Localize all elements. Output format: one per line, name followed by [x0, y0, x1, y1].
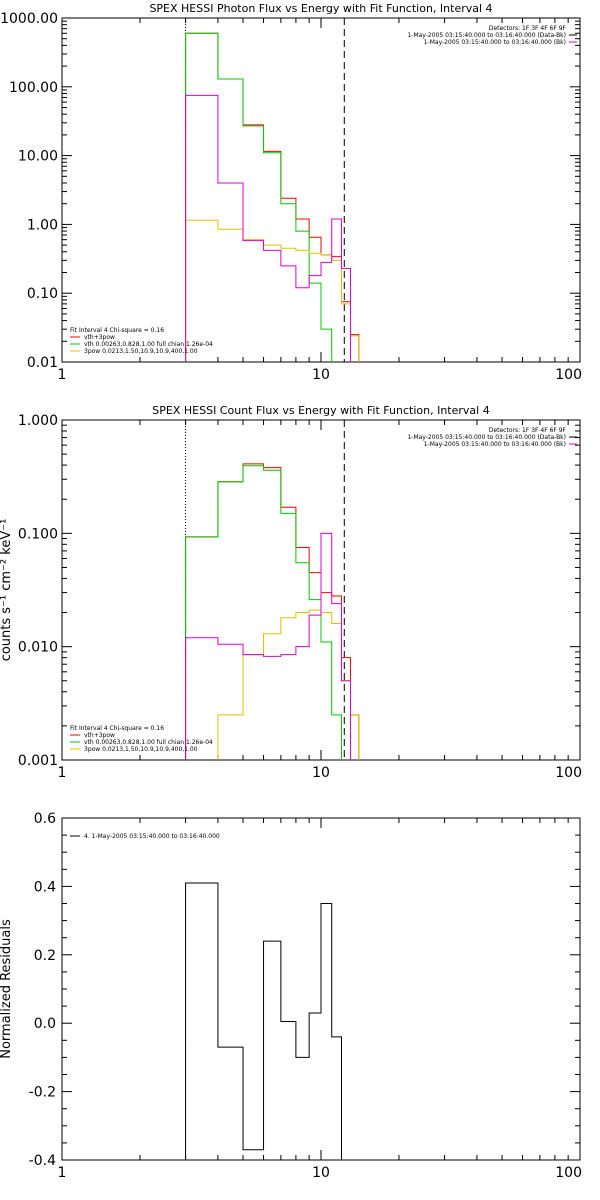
y-tick-label: -0.2 [29, 1085, 56, 1101]
y-tick-label: 0.6 [34, 811, 56, 827]
y-tick-label: 1.000 [18, 413, 58, 429]
fit-legend-entry: vth+3pow [84, 334, 115, 341]
residual-legend-entry: 4. 1-May-2005 03:15:40.000 to 03:16:40.0… [84, 833, 220, 840]
y-axis-label: Normalized Residuals [0, 919, 14, 1059]
chart-title: SPEX HESSI Count Flux vs Energy with Fit… [152, 404, 489, 417]
y-tick-label: 0.2 [34, 948, 56, 964]
y-tick-label: 100.00 [9, 80, 58, 96]
y-tick-label: 0.01 [27, 355, 58, 371]
series-bkg-line [185, 94, 360, 362]
y-tick-label: 0.100 [18, 526, 58, 542]
legend-right-entry: 1-May-2005 03:15:40.000 to 03:16:40.000 … [424, 39, 566, 46]
chart-title: SPEX HESSI Photon Flux vs Energy with Fi… [149, 2, 492, 15]
y-tick-label: 1.00 [27, 217, 58, 233]
x-tick-label: 10 [312, 765, 330, 781]
series-group [185, 882, 343, 1160]
x-tick-label: 100 [555, 765, 582, 781]
y-tick-label: 0.0 [34, 1016, 56, 1032]
series-spow-line [185, 219, 360, 362]
fit-legend-entry: 3pow 0.0213,1.50,10.9,10.9,400,1.00 [84, 348, 198, 355]
series-bkg-line [185, 532, 360, 760]
fit-legend-entry: vth+3pow [84, 732, 115, 739]
series-data-line [185, 882, 343, 1160]
series-vth-line [185, 32, 360, 362]
y-tick-label: 0.001 [18, 753, 58, 769]
y-axis-label: counts s⁻¹ cm⁻² keV⁻¹ [0, 519, 14, 662]
fit-legend-header: Fit Interval 4 Chi-square = 0.16 [70, 725, 164, 732]
fit-legend-entry: vth 0.00263,0.828,1.00 full chian 1.26e-… [84, 341, 213, 348]
y-tick-label: 10.00 [18, 149, 58, 165]
x-tick-label: 10 [312, 1165, 330, 1181]
panel-2: SPEX HESSI Count Flux vs Energy with Fit… [0, 404, 582, 781]
legend-right-entry: Detectors: 1F 3F 4F 6F 9F [489, 25, 567, 32]
legend-right-entry: Detectors: 1F 3F 4F 6F 9F [489, 427, 567, 434]
legend-right-entry: 1-May-2005 03:15:40.000 to 03:16:40.000 … [407, 32, 566, 39]
fit-legend-entry: 3pow 0.0213,1.50,10.9,10.9,400,1.00 [84, 746, 198, 753]
y-tick-label: 0.010 [18, 640, 58, 656]
legend-right-entry: 1-May-2005 03:15:40.000 to 03:16:40.000 … [407, 434, 566, 441]
y-tick-label: 0.4 [34, 879, 56, 895]
legend-right-entry: 1-May-2005 03:15:40.000 to 03:16:40.000 … [424, 441, 566, 448]
x-tick-label: 1 [58, 1165, 67, 1181]
x-tick-label: 1 [58, 765, 67, 781]
series-group [185, 32, 360, 362]
series-vth-line [185, 465, 360, 760]
panel-1: SPEX HESSI Photon Flux vs Energy with Fi… [0, 2, 582, 383]
y-tick-label: -0.4 [29, 1153, 56, 1169]
x-tick-label: 100 [555, 367, 582, 383]
series-group [185, 463, 360, 760]
y-tick-label: 0.10 [27, 286, 58, 302]
x-tick-label: 1 [58, 367, 67, 383]
panel-3: 1 10 100 -0.4 -0.2 0.0 0.2 0.4 0.6 Normalized Res… [0, 811, 582, 1181]
fit-legend-header: Fit Interval 4 Chi-square = 0.16 [70, 327, 164, 334]
x-tick-label: 100 [555, 1165, 582, 1181]
y-tick-label: 1000.00 [0, 11, 58, 27]
fit-legend-entry: vth 0.00263,0.828,1.00 full chian 1.26e-… [84, 739, 213, 746]
x-tick-label: 10 [312, 367, 330, 383]
